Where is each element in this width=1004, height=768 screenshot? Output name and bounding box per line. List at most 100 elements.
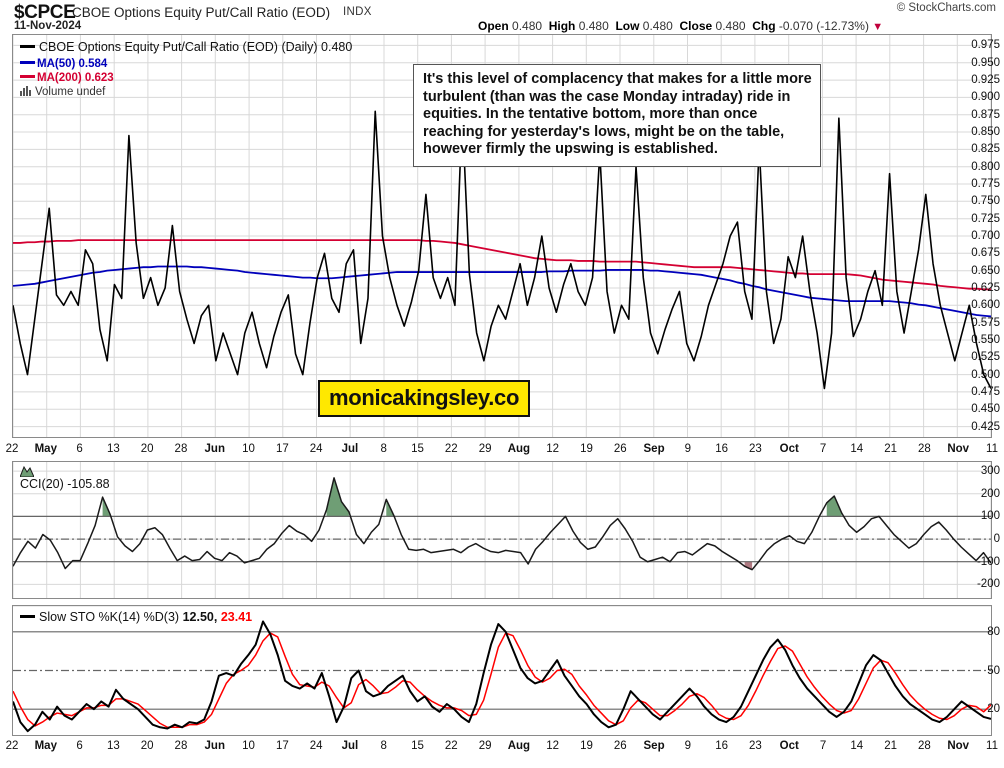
symbol-name: CBOE Options Equity Put/Call Ratio (EOD) xyxy=(72,5,331,20)
price-y-tick: 0.575 xyxy=(971,316,1000,329)
open-label: Open xyxy=(478,19,509,33)
cci-plot xyxy=(13,462,991,598)
x-axis-tick: 24 xyxy=(309,443,323,455)
price-y-tick: 0.475 xyxy=(971,385,1000,398)
x-axis-tick: 28 xyxy=(918,443,931,455)
x-axis-tick: 7 xyxy=(819,740,827,752)
x-axis-tick: 23 xyxy=(749,740,762,752)
x-axis-tick: 17 xyxy=(275,740,289,752)
ma200-legend-label: MA(200) 0.623 xyxy=(37,72,114,84)
high-label: High xyxy=(548,19,576,33)
cci-panel xyxy=(12,461,992,599)
x-axis-tick: 29 xyxy=(478,740,492,752)
x-axis-tick: 19 xyxy=(580,443,593,455)
cci-y-tick: -200 xyxy=(976,578,1000,591)
x-axis-tick: 21 xyxy=(884,443,898,455)
x-axis-tick: 22 xyxy=(444,443,458,455)
x-axis-tick: 12 xyxy=(546,740,560,752)
x-axis-tick: 8 xyxy=(380,740,387,752)
x-axis-tick: Jul xyxy=(341,740,359,752)
ma50-legend-label: MA(50) 0.584 xyxy=(37,58,108,70)
price-y-tick: 0.700 xyxy=(971,230,1000,242)
sto-panel xyxy=(12,605,992,736)
price-y-tick: 0.625 xyxy=(971,281,1000,294)
x-axis-tick: Jun xyxy=(204,740,225,752)
x-axis-tick: 28 xyxy=(174,443,188,455)
x-axis-tick: 13 xyxy=(106,443,120,455)
x-axis-tick: 16 xyxy=(715,740,729,752)
price-y-tick: 0.500 xyxy=(971,368,1000,381)
sto-y-tick: 20 xyxy=(987,703,1000,716)
price-y-tick: 0.850 xyxy=(971,126,1000,139)
price-y-tick: 0.550 xyxy=(971,333,1000,346)
ma200-line-swatch xyxy=(20,75,35,78)
price-y-tick: 0.925 xyxy=(971,74,1000,87)
x-axis-tick: 8 xyxy=(380,443,387,455)
chg-value: -0.070 (-12.73%) xyxy=(778,19,869,33)
open-value: 0.480 xyxy=(512,19,543,33)
cci-y-tick: -100 xyxy=(976,555,1000,568)
price-y-tick: 0.750 xyxy=(971,195,1000,208)
volume-bars-icon xyxy=(20,86,31,96)
sto-k-line-swatch xyxy=(20,615,35,618)
cci-y-tick: 100 xyxy=(980,510,1000,523)
symbol-ticker: $CPCE xyxy=(14,2,76,23)
cci-mountain-icon xyxy=(20,466,34,477)
x-axis-tick: 17 xyxy=(275,443,289,455)
x-axis-tick: Jul xyxy=(341,443,359,455)
cci-legend: CCI(20) -105.88 xyxy=(20,466,110,491)
x-axis-tick: 22 xyxy=(444,740,458,752)
x-axis-tick: Sep xyxy=(643,443,665,455)
x-axis-tick: 22 xyxy=(5,443,19,455)
cci-legend-label: CCI(20) -105.88 xyxy=(20,477,110,491)
x-axis-tick: 26 xyxy=(613,740,627,752)
cci-y-tick: 300 xyxy=(980,465,1000,478)
down-caret-icon: ▼ xyxy=(872,21,884,33)
price-y-tick: 0.775 xyxy=(971,178,1000,191)
high-value: 0.480 xyxy=(578,19,609,33)
x-axis-tick: 9 xyxy=(684,443,692,455)
x-axis-tick: 10 xyxy=(242,740,255,752)
price-y-tick: 0.425 xyxy=(971,420,1000,433)
x-axis-tick: 28 xyxy=(918,740,931,752)
chart-header: $CPCE CBOE Options Equity Put/Call Ratio… xyxy=(0,0,1004,33)
x-axis-tick: 7 xyxy=(819,443,827,455)
x-axis-tick: 15 xyxy=(411,443,424,455)
price-y-tick: 0.725 xyxy=(971,212,1000,225)
price-y-tick: 0.975 xyxy=(971,39,1000,52)
x-axis-tick: 16 xyxy=(715,443,729,455)
price-y-tick: 0.450 xyxy=(971,403,1000,416)
price-y-tick: 0.525 xyxy=(971,351,1000,364)
close-label: Close xyxy=(679,19,713,33)
x-axis-tick: 26 xyxy=(613,443,627,455)
price-legend-main: CBOE Options Equity Put/Call Ratio (EOD)… xyxy=(20,40,352,54)
x-axis-tick: 20 xyxy=(140,740,154,752)
sto-d-value: 23.41 xyxy=(220,610,253,624)
cci-y-tick: 0 xyxy=(993,533,1000,546)
x-axis-tick: 28 xyxy=(174,740,188,752)
stockcharts-source-label: © StockCharts.com xyxy=(896,2,996,14)
ohlc-quote-bar: Open 0.480 High 0.480 Low 0.480 Close 0.… xyxy=(478,19,883,33)
x-axis-tick: Nov xyxy=(947,740,970,752)
low-label: Low xyxy=(615,19,640,33)
cci-y-tick: 200 xyxy=(980,487,1000,500)
x-axis-tick: Jun xyxy=(204,443,225,455)
x-axis-tick: 9 xyxy=(684,740,692,752)
chart-annotation-textbox: It's this level of complacency that make… xyxy=(413,64,821,167)
price-y-tick: 0.950 xyxy=(971,56,1000,69)
price-legend-ma50: MA(50) 0.584 xyxy=(20,56,107,70)
sto-legend: Slow STO %K(14) %D(3) 12.50, 23.41 xyxy=(20,610,252,624)
price-line-swatch xyxy=(20,45,35,48)
price-legend-label: CBOE Options Equity Put/Call Ratio (EOD)… xyxy=(39,40,353,54)
close-value: 0.480 xyxy=(715,19,746,33)
quote-date: 11-Nov-2024 xyxy=(14,20,82,32)
x-axis-tick: May xyxy=(34,443,57,455)
x-axis-tick: 19 xyxy=(580,740,593,752)
sto-legend-label: Slow STO %K(14) %D(3) xyxy=(39,610,180,624)
sto-plot xyxy=(13,606,991,733)
x-axis-tick: 10 xyxy=(242,443,255,455)
ma50-line-swatch xyxy=(20,61,35,64)
symbol-exchange-tag: INDX xyxy=(343,6,372,18)
x-axis-tick: May xyxy=(34,740,57,752)
